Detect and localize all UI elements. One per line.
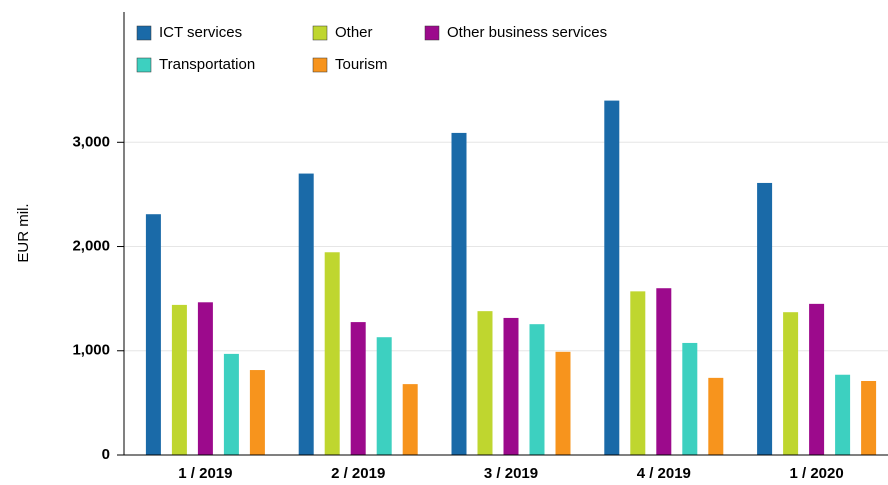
legend-label: Tourism [335, 56, 388, 73]
y-axis-label: EUR mil. [15, 203, 32, 262]
legend-swatch [424, 25, 440, 41]
x-tick-label: 4 / 2019 [637, 465, 691, 482]
bar [350, 322, 366, 455]
bar [503, 317, 519, 455]
bar [682, 342, 698, 455]
bar [376, 337, 392, 455]
x-tick-label: 3 / 2019 [484, 465, 538, 482]
bar [861, 380, 877, 455]
bar [835, 374, 851, 455]
y-tick-label: 0 [102, 446, 110, 463]
legend-swatch [312, 25, 328, 41]
x-tick-label: 1 / 2019 [178, 465, 232, 482]
bar [656, 288, 672, 455]
bar [324, 252, 340, 455]
bar [809, 303, 825, 455]
legend-swatch [136, 57, 152, 73]
bar [708, 377, 724, 455]
y-tick-label: 3,000 [72, 133, 110, 150]
bar [451, 132, 467, 455]
bar [171, 304, 187, 455]
bar [223, 353, 239, 455]
bar [529, 324, 545, 455]
bar [197, 302, 213, 455]
x-tick-label: 1 / 2020 [789, 465, 843, 482]
bar [783, 312, 799, 455]
legend-swatch [312, 57, 328, 73]
bar [604, 100, 620, 455]
x-tick-label: 2 / 2019 [331, 465, 385, 482]
legend-label: ICT services [159, 24, 242, 41]
bar [757, 182, 773, 456]
legend-label: Transportation [159, 56, 255, 73]
bar [249, 370, 265, 455]
legend-swatch [136, 25, 152, 41]
bar [555, 351, 571, 455]
legend-label: Other [335, 24, 373, 41]
bar [145, 214, 161, 455]
bar [477, 311, 493, 455]
y-tick-label: 2,000 [72, 237, 110, 254]
y-tick-label: 1,000 [72, 342, 110, 359]
bar [298, 173, 314, 456]
bar [630, 291, 646, 455]
legend-label: Other business services [447, 24, 607, 41]
bar [402, 384, 418, 455]
